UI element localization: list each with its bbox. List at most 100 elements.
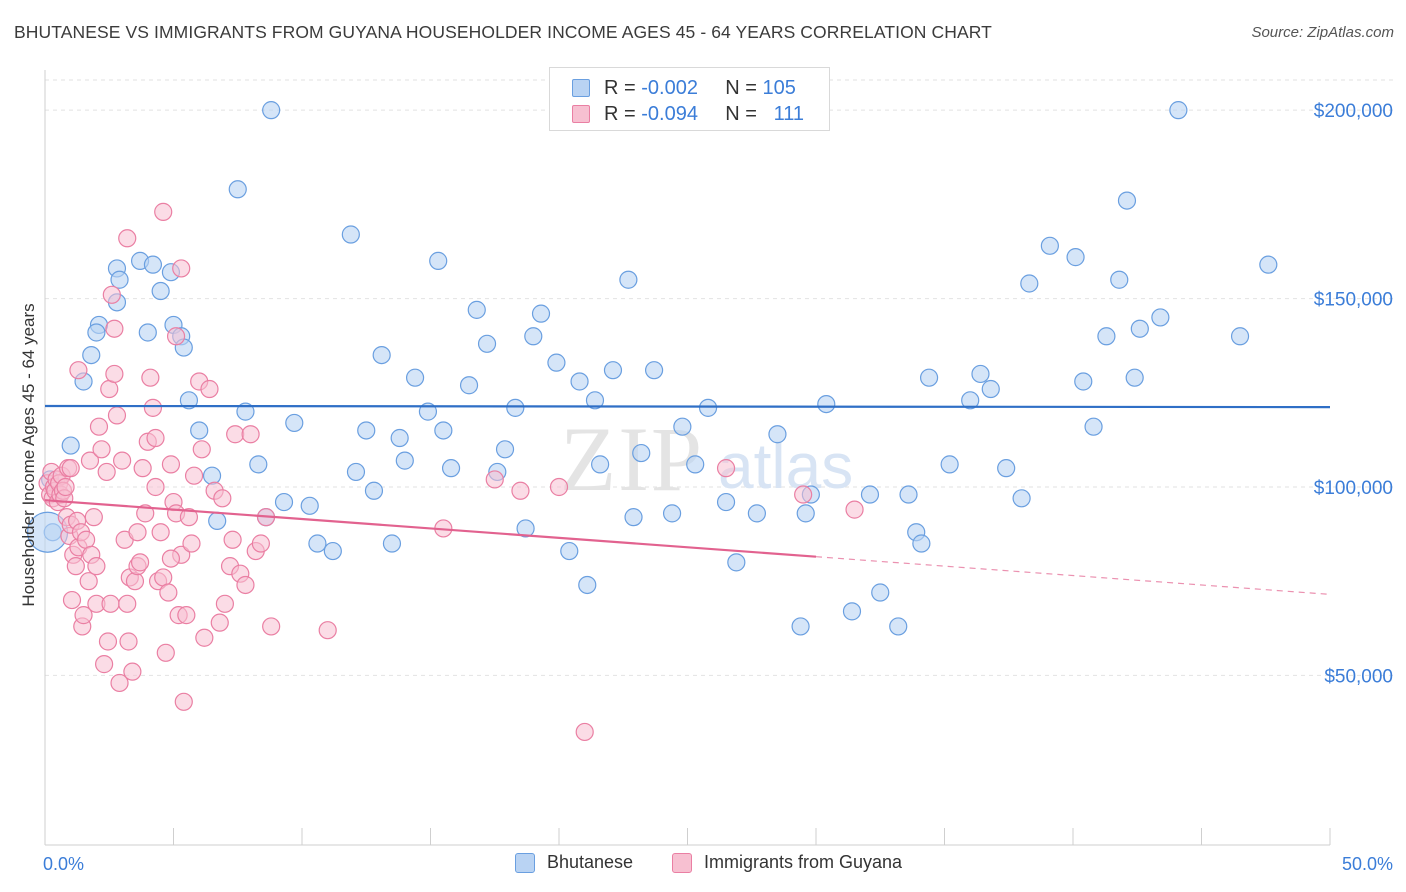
bhutanese-point xyxy=(82,345,101,365)
guyana-point xyxy=(136,504,155,523)
correlation-legend: R = -0.002 N = 105 R = -0.094 N = 111 xyxy=(549,67,830,131)
bhutanese-point xyxy=(585,391,605,410)
bhutanese-point xyxy=(889,617,908,636)
bhutanese-point xyxy=(842,602,862,621)
guyana-point xyxy=(174,692,193,711)
guyana-point xyxy=(74,606,93,625)
guyana-point xyxy=(61,459,80,478)
bhutanese-point xyxy=(997,459,1016,478)
bhutanese-point xyxy=(1012,489,1031,508)
guyana-point xyxy=(62,590,82,610)
guyana-point xyxy=(105,319,124,338)
bhutanese-point xyxy=(531,304,551,323)
bhutanese-point xyxy=(940,455,959,474)
guyana-point xyxy=(200,379,219,399)
bottom-legend-label: Bhutanese xyxy=(547,852,634,872)
guyana-point xyxy=(97,462,116,482)
bhutanese-point xyxy=(179,391,199,410)
guyana-point xyxy=(251,534,270,553)
bhutanese-point xyxy=(467,300,486,319)
bhutanese-point xyxy=(1110,270,1129,289)
guyana-point xyxy=(101,594,120,613)
guyana-point xyxy=(154,568,173,587)
x-tick-label: 0.0% xyxy=(43,854,84,874)
bhutanese-point xyxy=(228,180,247,199)
bhutanese-point xyxy=(61,436,80,455)
legend-n-value: 105 xyxy=(762,76,796,99)
bhutanese-point xyxy=(644,361,664,380)
bhutanese-point xyxy=(434,421,453,440)
x-tick-label: 50.0% xyxy=(1342,854,1393,874)
bhutanese-point xyxy=(262,101,281,120)
bhutanese-point xyxy=(1074,372,1093,391)
bhutanese-point xyxy=(899,485,918,504)
guyana-point xyxy=(177,606,196,625)
guyana-point xyxy=(56,477,75,497)
guyana-point xyxy=(549,477,569,497)
guyana-point xyxy=(141,368,160,387)
bhutanese-point xyxy=(477,334,497,353)
bhutanese-point xyxy=(346,462,366,482)
bhutanese-point xyxy=(202,466,222,485)
guyana-point xyxy=(92,440,111,459)
bhutanese-point xyxy=(524,327,543,346)
y-tick-label: $50,000 xyxy=(1324,666,1393,687)
guyana-point xyxy=(118,229,137,248)
bhutanese-point xyxy=(459,376,479,395)
bhutanese-point xyxy=(591,455,610,474)
bhutanese-point xyxy=(971,364,990,384)
guyana-point xyxy=(125,572,145,591)
bhutanese-point xyxy=(961,391,980,410)
bhutanese-point xyxy=(495,440,515,459)
guyana-point xyxy=(166,327,186,346)
guyana-point xyxy=(151,523,170,542)
guyana-point xyxy=(100,379,119,399)
x-tick-labels: 0.0% 50.0% xyxy=(43,854,1393,874)
bhutanese-point xyxy=(323,541,342,561)
guyana-point xyxy=(105,364,124,384)
legend-swatch-blue xyxy=(572,79,590,97)
bottom-legend-bhutanese: Bhutanese xyxy=(515,852,633,873)
guyana-point xyxy=(146,428,165,448)
bhutanese-point xyxy=(1040,236,1059,255)
bhutanese-point xyxy=(390,428,409,448)
bhutanese-point xyxy=(673,417,692,436)
bhutanese-point xyxy=(138,323,157,342)
guyana-point xyxy=(179,508,199,527)
guyana-point xyxy=(98,632,118,651)
bhutanese-point xyxy=(619,270,638,289)
legend-swatch-pink xyxy=(572,105,590,123)
bhutanese-point xyxy=(382,534,402,553)
legend-r-value: -0.002 xyxy=(641,76,698,99)
guyana-point xyxy=(575,722,594,742)
bhutanese-point xyxy=(632,443,651,463)
bottom-swatch-pink xyxy=(672,852,692,873)
legend-n-value: 111 xyxy=(773,102,805,125)
guyana-point xyxy=(226,425,245,444)
bhutanese-points xyxy=(26,101,1278,636)
bottom-legend-guyana: Immigrants from Guyana xyxy=(672,852,902,873)
bhutanese-point xyxy=(747,504,766,523)
bhutanese-point xyxy=(372,345,391,365)
guyana-point xyxy=(182,534,201,553)
guyana-point xyxy=(236,575,255,595)
guyana-point xyxy=(241,425,260,444)
bhutanese-point xyxy=(871,583,890,602)
bhutanese-point xyxy=(1097,327,1116,346)
guyana-point xyxy=(161,455,181,474)
bhutanese-point xyxy=(308,534,327,553)
trend-lines xyxy=(44,404,1331,595)
y-tick-label: $150,000 xyxy=(1314,290,1393,311)
bhutanese-trend-line xyxy=(44,404,1331,409)
bhutanese-point xyxy=(405,368,425,387)
bhutanese-point xyxy=(87,323,106,342)
legend-row-bhutanese: R = -0.002 N = 105 xyxy=(572,75,796,101)
bhutanese-point xyxy=(981,379,1000,399)
bhutanese-point xyxy=(441,459,461,478)
guyana-point xyxy=(172,259,191,278)
guyana-point xyxy=(89,417,109,436)
guyana-point xyxy=(119,632,138,651)
guyana-point xyxy=(262,617,281,636)
bhutanese-point xyxy=(1125,368,1144,387)
guyana-point xyxy=(192,440,211,459)
